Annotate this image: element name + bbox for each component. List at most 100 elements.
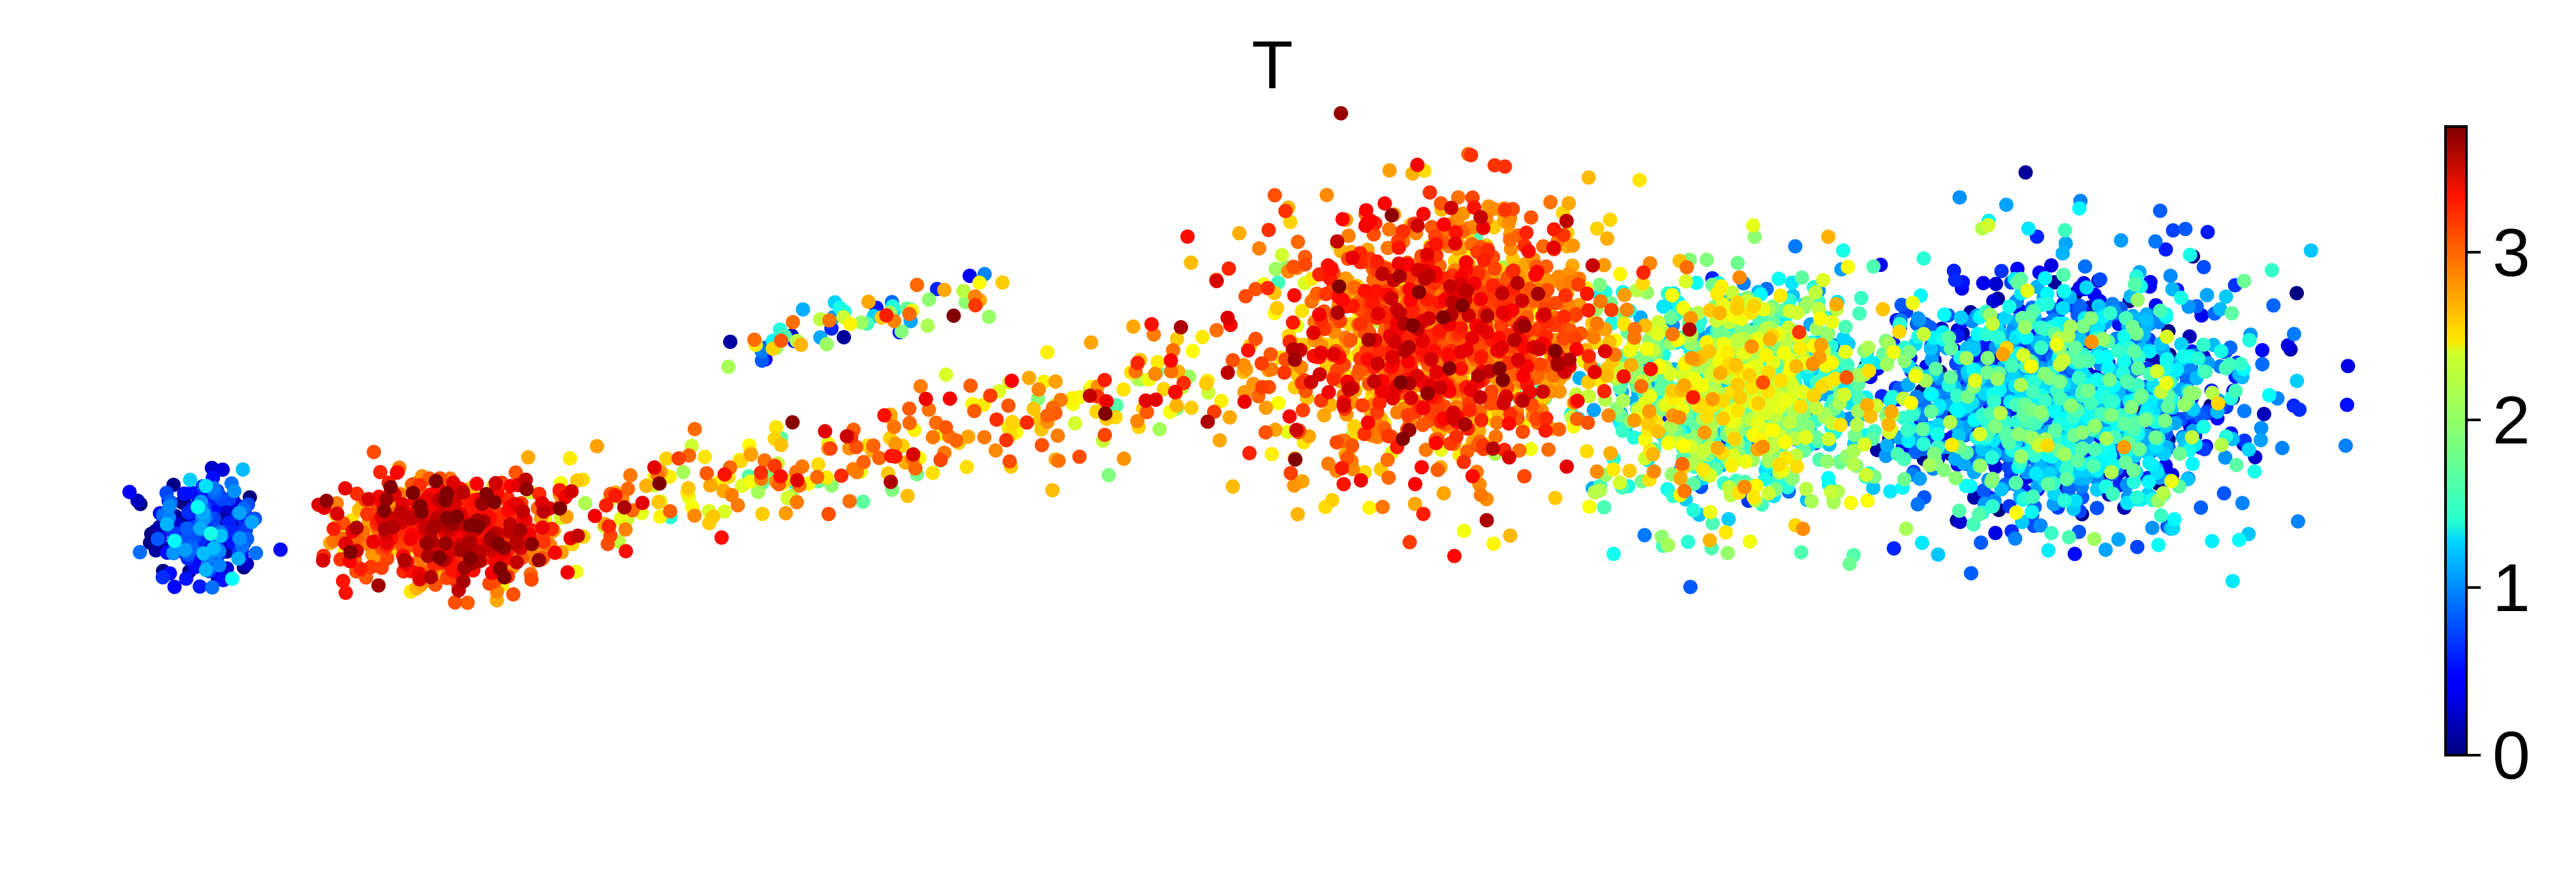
data-point bbox=[1184, 255, 1199, 270]
data-point bbox=[900, 488, 915, 503]
data-point bbox=[1287, 288, 1302, 303]
data-point bbox=[1524, 442, 1539, 456]
data-point bbox=[1745, 380, 1760, 395]
data-point bbox=[1556, 309, 1571, 324]
data-point bbox=[224, 571, 239, 586]
data-point bbox=[1661, 436, 1676, 451]
data-point bbox=[1728, 357, 1743, 372]
data-point bbox=[1663, 310, 1678, 325]
data-point bbox=[1886, 541, 1901, 556]
data-point bbox=[2124, 400, 2139, 415]
data-point bbox=[687, 508, 702, 523]
data-point bbox=[774, 333, 789, 348]
data-point bbox=[373, 465, 388, 479]
data-point bbox=[1365, 295, 1380, 310]
data-point bbox=[1263, 347, 1278, 362]
data-point bbox=[2340, 359, 2355, 374]
data-point bbox=[663, 504, 677, 518]
data-point bbox=[1381, 241, 1395, 256]
data-point bbox=[1685, 390, 1700, 405]
data-point bbox=[887, 419, 902, 434]
data-point bbox=[1912, 312, 1927, 327]
data-point bbox=[1675, 456, 1690, 471]
data-point bbox=[2211, 396, 2226, 411]
data-point bbox=[1291, 234, 1306, 249]
data-point bbox=[2149, 364, 2164, 379]
data-point bbox=[1860, 398, 1875, 412]
data-point bbox=[2061, 530, 2076, 545]
data-point bbox=[820, 337, 834, 352]
data-point bbox=[2096, 332, 2111, 347]
data-point bbox=[1548, 295, 1563, 310]
data-point bbox=[1473, 488, 1488, 502]
data-point bbox=[1184, 400, 1199, 415]
data-point bbox=[1163, 353, 1178, 368]
data-point bbox=[560, 565, 575, 580]
data-point bbox=[1589, 316, 1604, 331]
data-point bbox=[2153, 203, 2168, 218]
data-point bbox=[1582, 500, 1597, 514]
data-point bbox=[1755, 375, 1770, 390]
data-point bbox=[2025, 489, 2040, 504]
data-point bbox=[1450, 190, 1465, 205]
data-point bbox=[1792, 325, 1807, 340]
data-point bbox=[703, 478, 718, 493]
data-point bbox=[811, 457, 826, 472]
data-point bbox=[2010, 275, 2025, 290]
data-point bbox=[938, 367, 953, 382]
data-point bbox=[1679, 260, 1694, 275]
data-point bbox=[1616, 393, 1631, 408]
data-point bbox=[2079, 280, 2094, 295]
data-point bbox=[2055, 246, 2070, 261]
data-point bbox=[1429, 436, 1443, 451]
data-point bbox=[2075, 441, 2090, 456]
data-point bbox=[1353, 473, 1368, 488]
data-point bbox=[2059, 471, 2074, 486]
data-point bbox=[1357, 427, 1372, 442]
data-point bbox=[2185, 430, 2200, 445]
data-point bbox=[1799, 481, 1814, 496]
data-point bbox=[2117, 440, 2132, 455]
data-point bbox=[1794, 545, 1809, 560]
data-point bbox=[2291, 514, 2305, 529]
data-point bbox=[2008, 531, 2023, 546]
data-point bbox=[1908, 368, 1923, 383]
data-point bbox=[155, 570, 170, 585]
data-point bbox=[1894, 297, 1909, 312]
data-point bbox=[1683, 310, 1698, 325]
data-point bbox=[1944, 341, 1959, 356]
data-point bbox=[1341, 228, 1356, 243]
data-point bbox=[921, 402, 936, 417]
data-point bbox=[1807, 388, 1822, 403]
data-point bbox=[1593, 294, 1608, 309]
data-point bbox=[2185, 456, 2200, 471]
data-point bbox=[651, 494, 666, 509]
data-point bbox=[536, 534, 551, 549]
data-point bbox=[1051, 453, 1066, 468]
data-point bbox=[1488, 429, 1503, 444]
data-point bbox=[1449, 429, 1464, 444]
data-point bbox=[721, 359, 736, 374]
data-point bbox=[2083, 396, 2098, 411]
data-point bbox=[1656, 299, 1671, 314]
data-point bbox=[1777, 346, 1792, 360]
data-point bbox=[1720, 546, 1735, 560]
data-point bbox=[879, 308, 894, 323]
data-point bbox=[1254, 356, 1269, 371]
data-point bbox=[2040, 477, 2055, 492]
data-point bbox=[2205, 385, 2220, 400]
data-point bbox=[460, 595, 475, 610]
data-point bbox=[1286, 260, 1301, 275]
data-point bbox=[1533, 357, 1548, 372]
data-point bbox=[1581, 170, 1596, 185]
data-point bbox=[1875, 302, 1890, 317]
data-point bbox=[1892, 324, 1907, 339]
data-point bbox=[2286, 327, 2301, 342]
data-point bbox=[1589, 464, 1604, 479]
data-point bbox=[1677, 484, 1692, 498]
data-point bbox=[1923, 386, 1938, 401]
data-point bbox=[1152, 422, 1167, 437]
data-point bbox=[1360, 216, 1375, 231]
data-point bbox=[2025, 505, 2039, 520]
data-point bbox=[1242, 445, 1257, 460]
